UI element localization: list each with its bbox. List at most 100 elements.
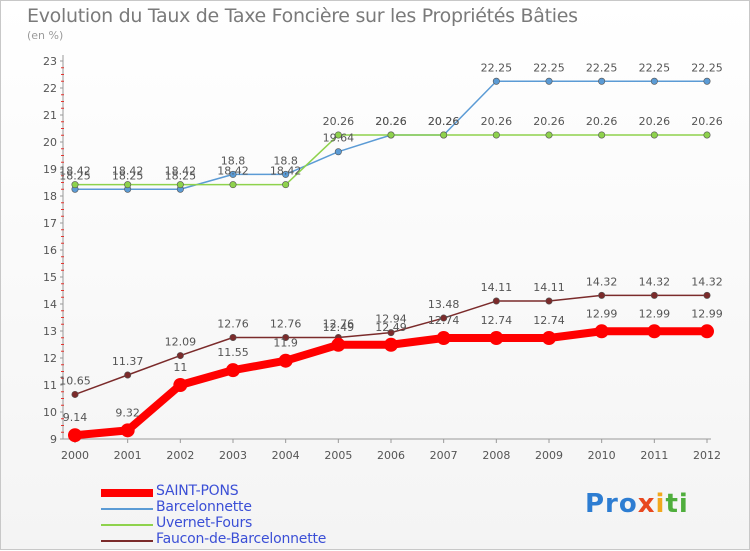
data-point <box>700 324 714 339</box>
data-point <box>436 331 451 346</box>
data-point <box>229 170 237 178</box>
data-label: 20.26 <box>428 115 460 128</box>
legend-label: Uvernet-Fours <box>156 515 253 531</box>
data-point <box>647 324 662 339</box>
data-label: 9.32 <box>115 406 140 419</box>
x-tick-label: 2010 <box>588 449 616 462</box>
data-label: 18.42 <box>217 165 249 178</box>
x-tick-label: 2011 <box>640 449 668 462</box>
data-label: 18.42 <box>270 165 302 178</box>
data-point <box>387 131 395 139</box>
data-label: 18.25 <box>165 169 197 182</box>
data-label: 13.48 <box>428 298 460 311</box>
y-tick-label: 16 <box>43 244 57 257</box>
y-tick-label: 11 <box>43 379 57 392</box>
data-label: 18.42 <box>59 165 91 178</box>
data-point <box>331 337 346 352</box>
legend-label: SAINT-PONS <box>156 483 239 499</box>
chart-unit-label: (en %) <box>27 29 64 42</box>
y-tick-label: 18 <box>43 190 57 203</box>
y-tick-label: 17 <box>43 217 57 230</box>
data-point <box>120 423 135 438</box>
chart-title: Evolution du Taux de Taxe Foncière sur l… <box>27 5 578 27</box>
data-point <box>492 297 500 305</box>
data-point <box>703 77 711 85</box>
x-tick-label: 2008 <box>482 449 510 462</box>
data-label: 22.25 <box>639 61 671 74</box>
proxiti-logo: Proxiti <box>585 489 689 519</box>
data-label: 12.74 <box>428 314 460 327</box>
x-tick-label: 2012 <box>693 449 721 462</box>
data-label: 18.25 <box>59 169 91 182</box>
data-point <box>68 428 82 443</box>
data-label: 12.74 <box>533 314 565 327</box>
data-point <box>334 148 342 156</box>
data-point <box>545 77 553 85</box>
data-label: 11.9 <box>273 337 298 350</box>
y-tick-label: 13 <box>43 325 57 338</box>
data-label: 18.25 <box>112 169 144 182</box>
chart-data-labels: 10.65 11.37 12.09 12.76 12.76 12.76 12.94 13.48… <box>59 61 723 424</box>
y-tick-label: 9 <box>50 433 57 446</box>
data-label: 12.76 <box>217 317 249 330</box>
data-label: 22.25 <box>481 61 513 74</box>
data-point <box>176 181 184 189</box>
data-label: 9.14 <box>63 411 88 424</box>
data-point <box>124 181 132 189</box>
data-point <box>282 170 290 178</box>
x-tick-label: 2004 <box>272 449 300 462</box>
data-label: 14.32 <box>639 275 671 288</box>
data-label: 20.26 <box>586 115 618 128</box>
data-label: 12.94 <box>375 313 407 326</box>
y-tick-label: 22 <box>43 82 57 95</box>
y-tick-label: 23 <box>43 55 57 68</box>
y-tick-label: 12 <box>43 352 57 365</box>
data-point <box>598 291 606 299</box>
data-point <box>334 131 342 139</box>
data-label: 20.26 <box>323 115 355 128</box>
data-label: 11.55 <box>217 346 249 359</box>
data-label: 12.99 <box>586 307 618 320</box>
data-point <box>598 77 606 85</box>
data-point <box>282 333 290 341</box>
data-point <box>278 353 293 368</box>
legend-swatch <box>101 540 153 542</box>
legend-label: Barcelonnette <box>156 499 252 515</box>
chart-axes: 9 10 11 12 13 14 15 16 17 18 19 20 21 22 23 2000 2001 200… <box>43 55 721 462</box>
y-tick-label: 15 <box>43 271 57 284</box>
data-point <box>173 378 188 392</box>
y-tick-label: 21 <box>43 109 57 122</box>
data-point <box>598 131 606 139</box>
chart-series <box>68 77 714 443</box>
data-point <box>542 331 556 346</box>
data-label: 20.26 <box>481 115 513 128</box>
data-point <box>489 331 504 346</box>
data-label: 14.32 <box>691 275 723 288</box>
data-label: 20.26 <box>639 115 671 128</box>
legend-swatch <box>101 489 153 497</box>
data-label: 12.49 <box>323 321 355 334</box>
data-label: 10.65 <box>59 374 91 387</box>
data-point <box>703 131 711 139</box>
data-point <box>229 181 237 189</box>
data-label: 14.11 <box>533 281 565 294</box>
data-point <box>492 77 500 85</box>
data-label: 11 <box>173 361 187 374</box>
data-point <box>282 181 290 189</box>
data-label: 22.25 <box>691 61 723 74</box>
x-tick-label: 2000 <box>61 449 89 462</box>
data-label: 12.09 <box>165 336 197 349</box>
data-point <box>545 297 553 305</box>
y-tick-label: 20 <box>43 136 57 149</box>
data-label: 20.26 <box>428 115 460 128</box>
data-point <box>594 324 609 339</box>
data-point <box>124 371 132 379</box>
legend-label: Faucon-de-Barcelonnette <box>156 531 327 547</box>
data-point <box>650 77 658 85</box>
data-label: 22.25 <box>533 61 565 74</box>
x-tick-label: 2003 <box>219 449 247 462</box>
data-point <box>703 291 711 299</box>
y-tick-label: 14 <box>43 298 57 311</box>
data-point <box>545 131 553 139</box>
